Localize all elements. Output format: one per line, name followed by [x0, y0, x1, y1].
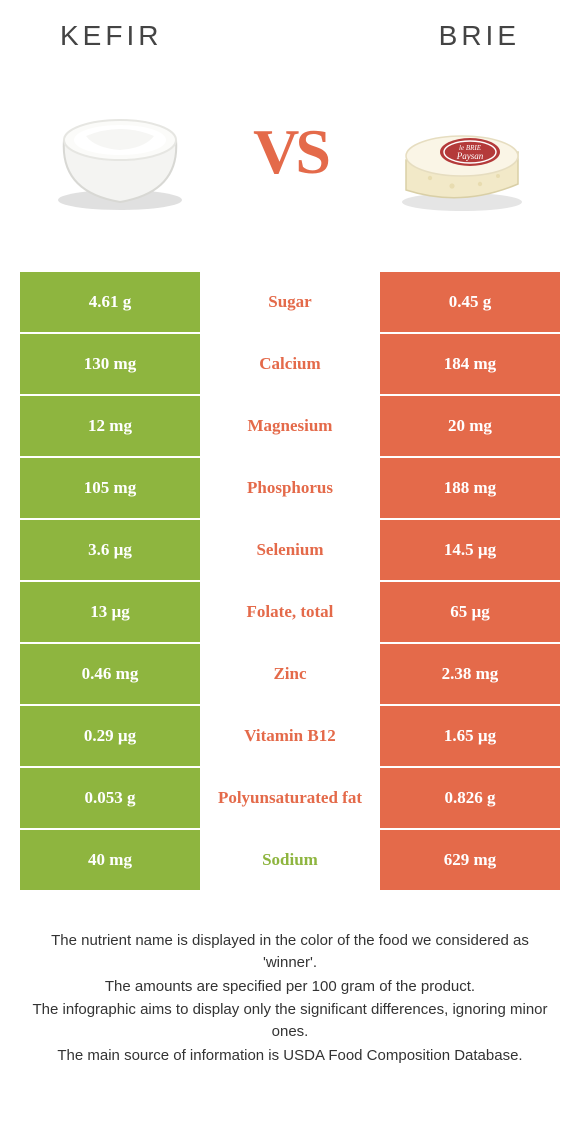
brie-image: le BRIE Paysan [380, 82, 540, 222]
left-value-cell: 0.29 µg [20, 706, 200, 766]
footer-line: The infographic aims to display only the… [30, 999, 550, 1043]
left-value-cell: 13 µg [20, 582, 200, 642]
table-row: 3.6 µgSelenium14.5 µg [20, 520, 560, 580]
table-row: 0.053 gPolyunsaturated fat0.826 g [20, 768, 560, 828]
left-value-cell: 4.61 g [20, 272, 200, 332]
right-value-cell: 20 mg [380, 396, 560, 456]
nutrient-name-cell: Polyunsaturated fat [200, 768, 380, 828]
right-value-cell: 2.38 mg [380, 644, 560, 704]
nutrient-name-cell: Calcium [200, 334, 380, 394]
left-value-cell: 130 mg [20, 334, 200, 394]
nutrient-name-cell: Sodium [200, 830, 380, 890]
left-value-cell: 12 mg [20, 396, 200, 456]
right-value-cell: 184 mg [380, 334, 560, 394]
left-value-cell: 0.46 mg [20, 644, 200, 704]
hero-row: VS le BRIE Paysan [20, 82, 560, 252]
right-value-cell: 0.826 g [380, 768, 560, 828]
right-value-cell: 14.5 µg [380, 520, 560, 580]
left-food-title: Kefir [60, 20, 162, 52]
table-row: 130 mgCalcium184 mg [20, 334, 560, 394]
infographic-container: Kefir Brie VS le BRIE Paysan 4.61 [0, 0, 580, 1089]
right-food-title: Brie [439, 20, 520, 52]
left-value-cell: 40 mg [20, 830, 200, 890]
table-row: 4.61 gSugar0.45 g [20, 272, 560, 332]
svg-text:Paysan: Paysan [456, 151, 484, 161]
header-titles: Kefir Brie [20, 20, 560, 52]
footer-notes: The nutrient name is displayed in the co… [20, 930, 560, 1067]
vs-label: VS [253, 115, 327, 189]
right-value-cell: 188 mg [380, 458, 560, 518]
table-row: 40 mgSodium629 mg [20, 830, 560, 890]
footer-line: The main source of information is USDA F… [30, 1045, 550, 1067]
table-row: 13 µgFolate, total65 µg [20, 582, 560, 642]
right-value-cell: 0.45 g [380, 272, 560, 332]
table-row: 12 mgMagnesium20 mg [20, 396, 560, 456]
nutrient-name-cell: Vitamin B12 [200, 706, 380, 766]
nutrient-name-cell: Phosphorus [200, 458, 380, 518]
table-row: 0.29 µgVitamin B121.65 µg [20, 706, 560, 766]
right-value-cell: 629 mg [380, 830, 560, 890]
table-row: 105 mgPhosphorus188 mg [20, 458, 560, 518]
footer-line: The nutrient name is displayed in the co… [30, 930, 550, 974]
left-value-cell: 3.6 µg [20, 520, 200, 580]
nutrient-name-cell: Folate, total [200, 582, 380, 642]
nutrient-name-cell: Magnesium [200, 396, 380, 456]
nutrient-name-cell: Selenium [200, 520, 380, 580]
nutrient-name-cell: Sugar [200, 272, 380, 332]
left-value-cell: 0.053 g [20, 768, 200, 828]
nutrient-name-cell: Zinc [200, 644, 380, 704]
right-value-cell: 1.65 µg [380, 706, 560, 766]
table-row: 0.46 mgZinc2.38 mg [20, 644, 560, 704]
left-value-cell: 105 mg [20, 458, 200, 518]
nutrient-table: 4.61 gSugar0.45 g130 mgCalcium184 mg12 m… [20, 272, 560, 890]
right-value-cell: 65 µg [380, 582, 560, 642]
footer-line: The amounts are specified per 100 gram o… [30, 976, 550, 998]
kefir-image [40, 82, 200, 222]
